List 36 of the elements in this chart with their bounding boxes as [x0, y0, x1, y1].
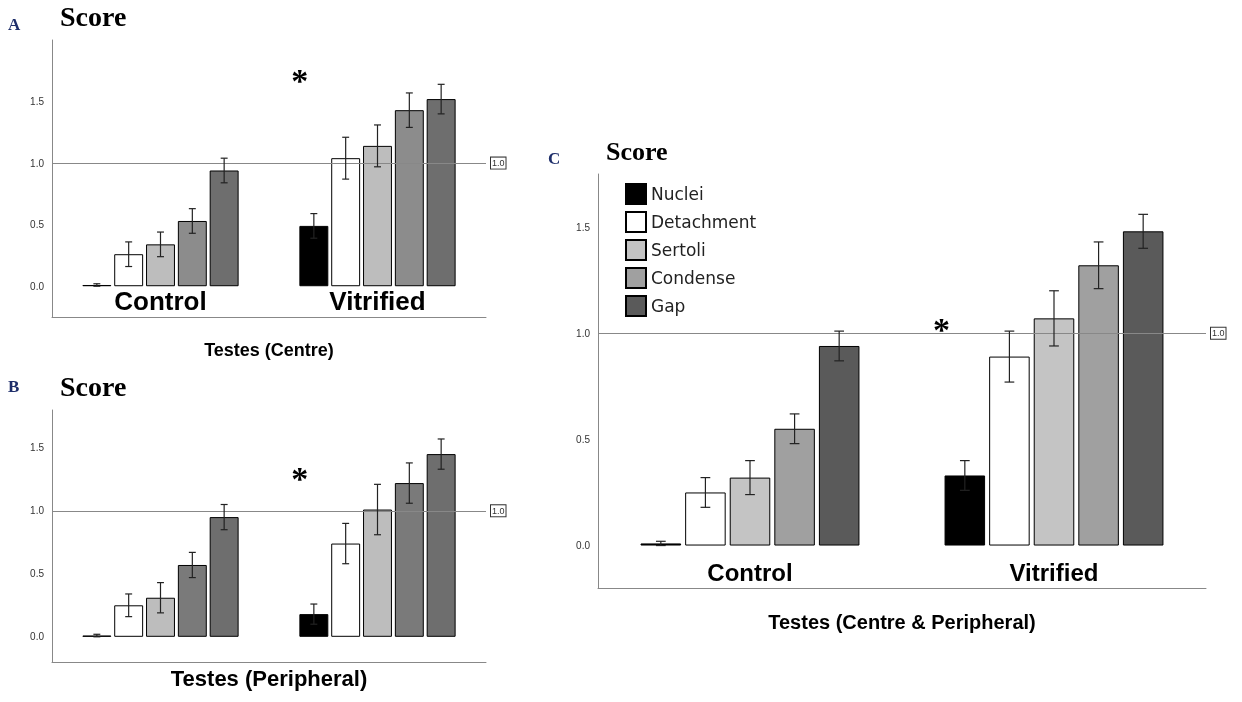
annotation: *	[291, 62, 309, 100]
x-tick-label: Control	[707, 558, 793, 586]
annotation: *	[933, 311, 951, 349]
legend-label: Detachment	[651, 212, 757, 232]
y-tick-label: 1.5	[576, 221, 591, 233]
legend-label: Sertoli	[651, 240, 706, 260]
x-axis-title: Testes (Centre & Peripheral)	[768, 611, 1036, 633]
legend-label: Nuclei	[651, 184, 704, 204]
y-tick-label: 0.0	[576, 540, 591, 552]
x-axis-title: Testes (Centre)	[204, 340, 334, 360]
y-tick-label: 0.5	[30, 568, 45, 580]
text: C	[548, 149, 561, 168]
y-tick-label: 1.0	[30, 157, 45, 169]
y-tick-label: 1.5	[30, 442, 45, 454]
x-tick-label: Vitrified	[1009, 558, 1099, 586]
legend-label: Gap	[651, 296, 686, 316]
ref-line-label: 1.0	[492, 505, 505, 516]
text: A	[8, 15, 21, 34]
y-tick-label: 1.0	[30, 505, 45, 517]
text: B	[8, 377, 20, 396]
y-tick-label: 0.5	[576, 433, 591, 445]
y-tick-label: 1.0	[576, 327, 591, 339]
y-tick-label: 0.0	[30, 631, 45, 643]
x-tick-label: Vitrified	[329, 285, 426, 316]
ref-line-label: 1.0	[1212, 328, 1225, 339]
y-axis-title: Score	[60, 0, 127, 32]
x-axis-title: Testes (Peripheral)	[170, 666, 368, 692]
legend-label: Condense	[651, 268, 736, 288]
y-axis-title: Score	[606, 136, 668, 166]
y-tick-label: 1.5	[30, 96, 45, 108]
ref-line-label: 1.0	[492, 158, 505, 169]
annotation: *	[291, 459, 309, 497]
x-tick-label: Control	[114, 285, 207, 316]
y-tick-label: 0.5	[30, 219, 45, 231]
y-axis-title: Score	[60, 370, 127, 402]
y-tick-label: 0.0	[30, 280, 45, 292]
